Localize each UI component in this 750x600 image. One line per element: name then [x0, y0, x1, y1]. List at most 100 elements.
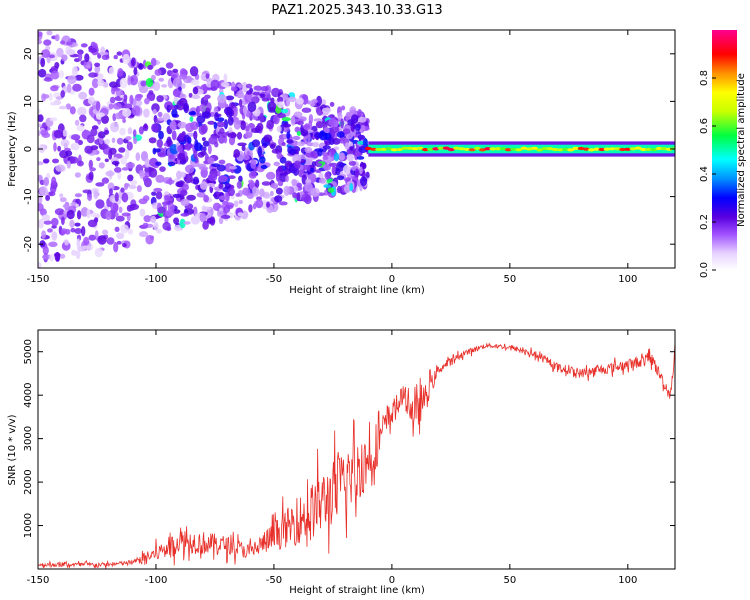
spectrogram-cell — [218, 195, 229, 201]
spectrogram-cell — [99, 51, 109, 56]
spectrogram-cell — [177, 121, 187, 129]
spectrogram-cell — [61, 216, 65, 225]
spectrogram-cell — [314, 162, 323, 167]
spectrogram-cell — [266, 201, 270, 208]
snr-x-axis: -150 -100 -50 0 50 100 — [27, 330, 637, 586]
spectrogram-cell — [117, 240, 122, 245]
spectrogram-cell — [114, 112, 123, 120]
spectrogram-cell — [180, 212, 190, 217]
spectrogram-cell — [322, 152, 329, 157]
spectrogram-cell — [304, 147, 313, 153]
spectrogram-cell — [271, 87, 281, 98]
spectrogram-cell — [41, 214, 50, 222]
spectrogram-cell — [38, 195, 43, 205]
spectrogram-cell — [168, 154, 175, 160]
spectrogram-cell — [242, 105, 248, 115]
spectrogram-cell — [90, 145, 99, 151]
spectrogram-cell — [114, 192, 119, 202]
spectrogram-cell — [278, 201, 288, 206]
spectrogram-cell — [74, 228, 83, 234]
spectrogram-cell — [95, 182, 105, 187]
spectrogram-cell — [134, 94, 142, 101]
spectrogram-cell — [40, 57, 46, 68]
spectrogram-cell — [322, 145, 331, 150]
spectrogram-cell — [144, 97, 150, 105]
signal-cell — [510, 147, 518, 151]
spectrogram-cell — [43, 177, 50, 187]
colorbar: 0.0 0.2 0.4 0.6 0.8 Normalized spectral ampl… — [699, 30, 747, 278]
spectrogram-cell — [128, 184, 137, 190]
spectrogram-cell — [285, 175, 289, 183]
spectrogram-cell — [38, 218, 45, 229]
spectrogram-cell — [62, 129, 68, 137]
spectrogram-cell — [43, 77, 53, 82]
spectrogram-cell — [38, 130, 41, 137]
spectrogram-cell — [233, 200, 239, 208]
spectrogram-cell — [158, 130, 164, 140]
spectrogram-cell — [171, 109, 178, 118]
spectrogram-cell — [98, 162, 105, 169]
spectrogram-cell — [94, 247, 103, 258]
spectrogram-cell — [110, 202, 119, 212]
spectrogram-cell — [145, 234, 154, 245]
spectrogram-cell — [148, 94, 155, 102]
spectrogram-cell — [114, 226, 120, 232]
spectrogram-cell — [260, 164, 268, 170]
spectrogram-cell — [223, 205, 231, 214]
spectrogram-cell — [259, 188, 265, 197]
spectrogram-cell — [101, 144, 109, 149]
spectrogram-cell — [310, 187, 320, 197]
spectrogram-cell — [70, 227, 76, 233]
spectrogram-cell — [138, 126, 144, 135]
spectrogram-cell — [277, 113, 287, 119]
spectrogram-cell — [238, 89, 243, 95]
spectrogram-cell — [48, 92, 53, 102]
spectrogram-cell — [173, 217, 180, 225]
spectrogram-cell — [138, 62, 143, 70]
spectrogram-cell — [202, 140, 210, 147]
spectrogram-cell — [97, 79, 105, 87]
signal-cell — [458, 147, 466, 151]
spectrogram-cell — [283, 185, 290, 196]
spectrogram-cell — [50, 101, 58, 106]
spectrogram-cell — [121, 212, 131, 217]
spectrogram-cell — [251, 139, 261, 148]
spectrogram-cell — [59, 197, 67, 203]
spectrogram-cell — [270, 97, 275, 103]
spectrogram-cell — [135, 152, 141, 162]
signal-cell — [660, 147, 668, 151]
spectrogram-cell — [236, 180, 242, 189]
spectrogram-cell — [241, 145, 246, 152]
spectrogram-cell — [153, 187, 163, 193]
signal-cell — [489, 147, 497, 151]
spectrogram-cell — [64, 239, 69, 246]
spectrogram-cell — [252, 186, 260, 197]
spectrogram-cell — [241, 82, 248, 93]
spectrogram-cell — [219, 127, 225, 135]
spectrogram-cell — [183, 102, 190, 114]
spectrogram-cell — [216, 170, 221, 177]
spectrogram-cell — [343, 177, 352, 182]
signal-cell — [634, 146, 642, 150]
spectrogram-cell — [290, 116, 296, 126]
spectrogram-cell — [200, 73, 208, 81]
spectrogram-x-tick-label: 100 — [618, 274, 637, 285]
spectrogram-cell — [101, 114, 109, 124]
spectrogram-cell — [117, 68, 124, 77]
signal-cell — [593, 147, 601, 151]
spectrogram-cell — [301, 107, 312, 113]
spectrogram-cell — [121, 192, 129, 203]
spectrogram-cell — [76, 238, 81, 249]
spectrogram-cell — [116, 51, 123, 56]
spectrogram-cell — [96, 157, 101, 162]
spectrogram-cell — [111, 137, 116, 144]
spectrogram-cell — [274, 195, 283, 203]
signal-cell — [603, 147, 611, 151]
spectrogram-cell — [61, 54, 68, 62]
spectrogram-cell — [48, 54, 56, 59]
spectrogram-cell — [172, 193, 182, 198]
spectrogram-x-axis: -150 -100 -50 0 50 100 — [27, 30, 637, 285]
spectrogram-cell — [207, 120, 215, 125]
spectrogram-cell — [286, 131, 291, 140]
spectrogram-cell — [88, 159, 94, 169]
